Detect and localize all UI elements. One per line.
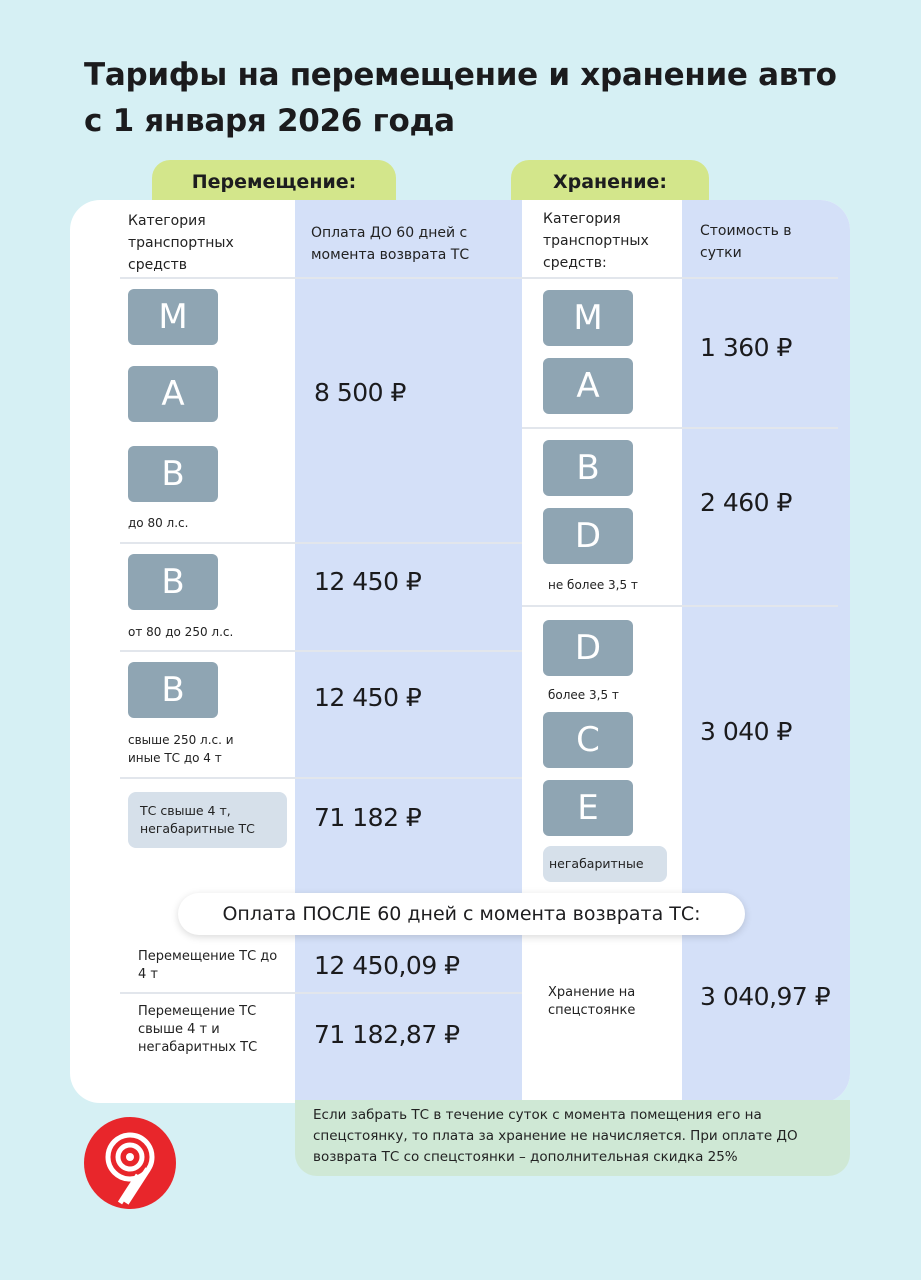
tariff-table xyxy=(70,200,850,1103)
category-badge-b: B xyxy=(128,446,218,502)
divider xyxy=(522,277,838,279)
price: 71 182 ₽ xyxy=(314,803,422,832)
category-caption: более 3,5 т xyxy=(548,688,619,702)
category-badge-m: M xyxy=(543,290,633,346)
divider xyxy=(120,992,522,994)
category-badge-b: B xyxy=(128,554,218,610)
category-caption: свыше 250 л.с. и иные ТС до 4 т xyxy=(128,733,234,765)
divider xyxy=(522,605,838,607)
divider xyxy=(120,542,522,544)
category-badge-b: B xyxy=(543,440,633,496)
after-moving-label: Перемещение ТС до 4 т xyxy=(138,949,278,982)
tab-moving: Перемещение: xyxy=(152,160,396,204)
storage-header-category: Категория транспортных средств: xyxy=(543,211,649,271)
divider xyxy=(120,277,522,279)
divider xyxy=(120,650,522,652)
storage-header-price: Стоимость в сутки xyxy=(700,223,792,261)
price: 8 500 ₽ xyxy=(314,378,406,407)
logo-icon xyxy=(84,1117,176,1209)
category-badge-d: D xyxy=(543,620,633,676)
page-title: Тарифы на перемещение и хранение авто с … xyxy=(84,57,837,139)
category-badge-e: E xyxy=(543,780,633,836)
after-60-days-title: Оплата ПОСЛЕ 60 дней с момента возврата … xyxy=(178,893,745,935)
category-caption: от 80 до 250 л.с. xyxy=(128,625,234,639)
storage-price-column xyxy=(682,200,850,1103)
after-storage-label: Хранение на спецстоянке xyxy=(548,985,636,1018)
category-badge-c: C xyxy=(543,712,633,768)
category-caption: до 80 л.с. xyxy=(128,516,189,530)
price: 12 450 ₽ xyxy=(314,567,422,596)
price: 3 040,97 ₽ xyxy=(700,982,831,1011)
moving-header-category: Категория транспортных средств xyxy=(128,213,234,273)
category-badge-m: M xyxy=(128,289,218,345)
category-badge-d: D xyxy=(543,508,633,564)
price: 12 450 ₽ xyxy=(314,683,422,712)
price: 3 040 ₽ xyxy=(700,717,792,746)
moving-header-price: Оплата ДО 60 дней с момента возврата ТС xyxy=(311,225,470,263)
discount-note: Если забрать ТС в течение суток с момент… xyxy=(295,1100,850,1176)
divider xyxy=(522,427,838,429)
after-moving-label: Перемещение ТС свыше 4 т и негабаритных … xyxy=(138,1004,258,1055)
price: 2 460 ₽ xyxy=(700,488,792,517)
category-caption: не более 3,5 т xyxy=(548,578,638,592)
divider xyxy=(120,777,522,779)
price: 1 360 ₽ xyxy=(700,333,792,362)
category-badge-a: A xyxy=(128,366,218,422)
price: 12 450,09 ₽ xyxy=(314,951,460,980)
price: 71 182,87 ₽ xyxy=(314,1020,460,1049)
category-badge-b: B xyxy=(128,662,218,718)
category-box: ТС свыше 4 т, негабаритные ТС xyxy=(128,792,287,848)
category-box: негабаритные xyxy=(543,846,667,882)
tab-storage: Хранение: xyxy=(511,160,709,204)
category-badge-a: A xyxy=(543,358,633,414)
